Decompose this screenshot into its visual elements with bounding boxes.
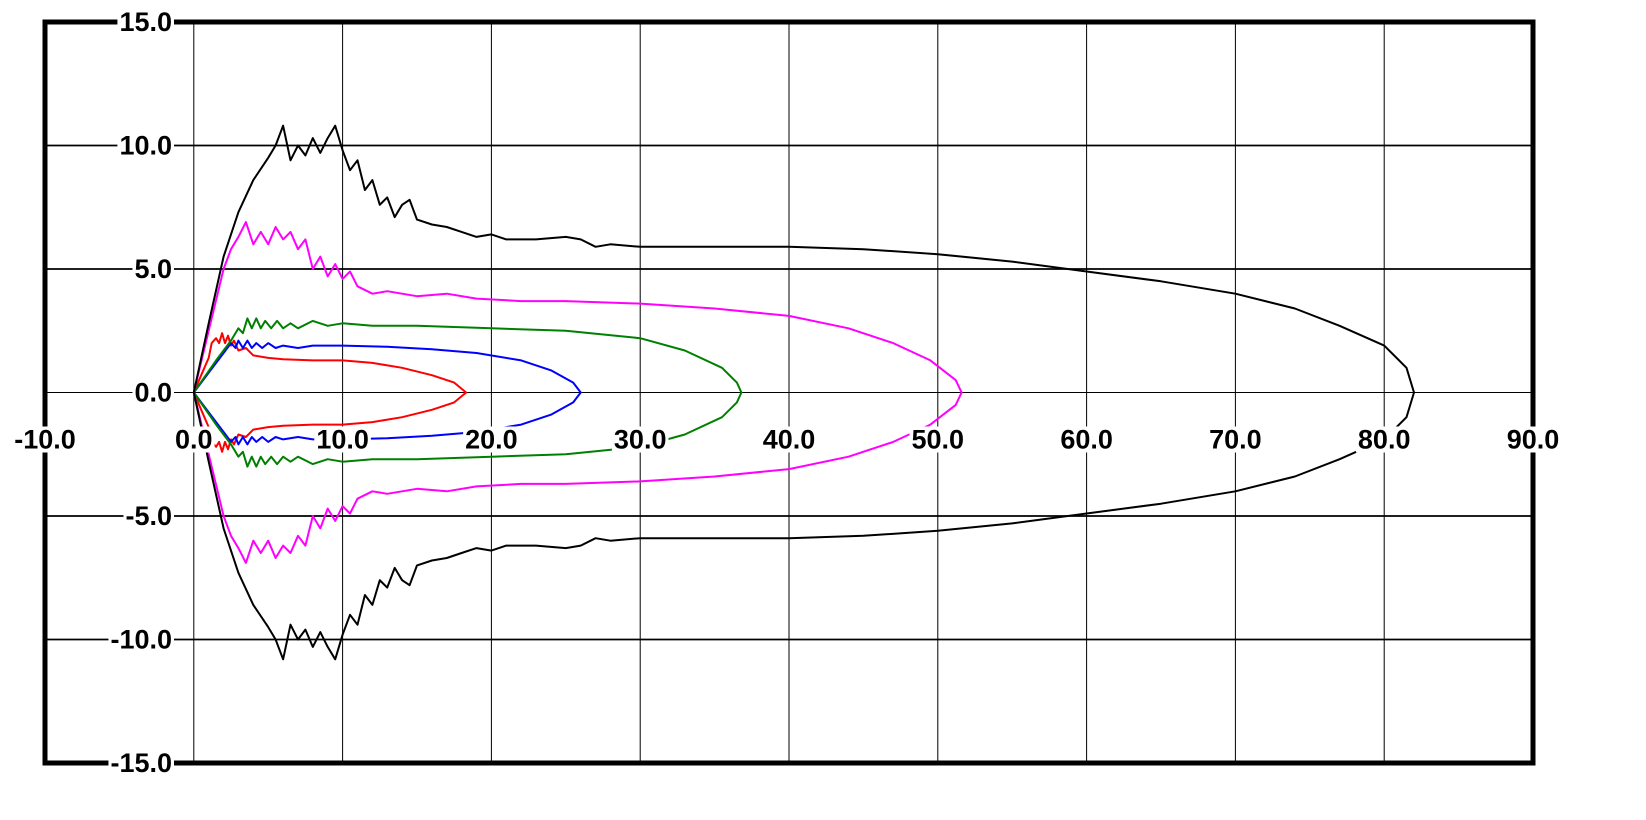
y-tick-label-bg <box>132 379 174 406</box>
series-line-2 <box>192 317 743 468</box>
x-tick-label-bg <box>1058 426 1115 453</box>
y-tick-label: -10.0 <box>110 625 172 655</box>
x-tick-label: 90.0 <box>1507 425 1560 455</box>
x-tick-label: 60.0 <box>1060 425 1113 455</box>
series-line-4 <box>192 124 1415 661</box>
series-line-1 <box>193 339 582 446</box>
grid-layer <box>45 22 1533 763</box>
y-tick-label: -5.0 <box>125 501 172 531</box>
x-tick-label: 50.0 <box>912 425 965 455</box>
x-tick-label: 30.0 <box>614 425 667 455</box>
x-tick-label-bg <box>1355 426 1413 453</box>
x-tick-label-bg <box>463 426 520 453</box>
y-tick-label-bg <box>108 750 174 776</box>
x-tick-label: -10.0 <box>14 425 76 455</box>
x-tick-label: 70.0 <box>1209 425 1262 455</box>
y-tick-label: 5.0 <box>134 254 172 284</box>
x-tick-label: 10.0 <box>316 425 369 455</box>
y-tick-label: 15.0 <box>119 7 172 37</box>
x-tick-label-bg <box>314 426 371 453</box>
plot-frame <box>42 19 1536 766</box>
x-tick-label-bg <box>1207 426 1264 453</box>
y-tick-label-bg <box>108 626 174 653</box>
y-tick-label: 0.0 <box>134 378 172 408</box>
x-tick-label: 80.0 <box>1358 425 1411 455</box>
x-tick-label-bg <box>173 426 215 453</box>
x-tick-label: 40.0 <box>763 425 816 455</box>
x-tick-label-bg <box>760 426 818 453</box>
y-tick-label-bg <box>117 132 174 159</box>
y-tick-label: -15.0 <box>110 748 172 778</box>
x-tick-label-bg <box>12 426 78 453</box>
frame-layer <box>42 19 1536 766</box>
x-tick-label: 0.0 <box>175 425 213 455</box>
y-tick-label-bg <box>132 256 174 282</box>
label-layer: -15.0 -10.0 -5.0 0.0 5.0 10.0 15.0 -10.0 0.0 10.0… <box>12 7 1562 778</box>
series-line-3 <box>192 221 963 564</box>
series-line-0 <box>192 332 468 453</box>
x-tick-label-bg <box>1504 426 1562 453</box>
x-tick-label-bg <box>909 426 967 453</box>
series-layer <box>192 124 1415 661</box>
x-tick-label: 20.0 <box>465 425 518 455</box>
y-tick-label-bg <box>123 503 174 529</box>
y-tick-label: 10.0 <box>119 131 172 161</box>
y-tick-label-bg <box>117 9 174 35</box>
x-tick-label-bg <box>611 426 669 453</box>
